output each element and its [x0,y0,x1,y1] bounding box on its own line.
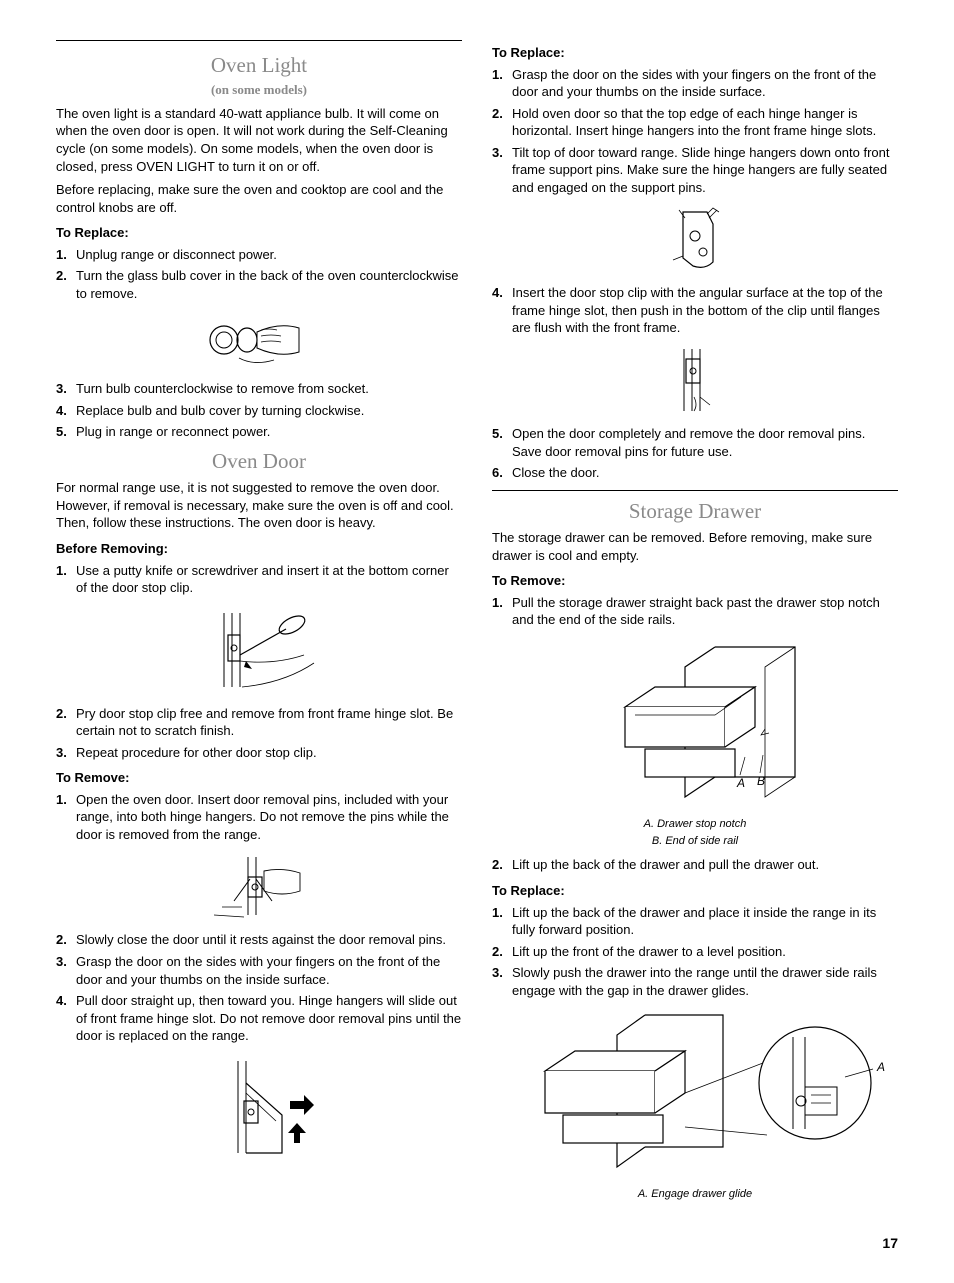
door-replace-list: 1.Grasp the door on the sides with your … [492,66,898,197]
oven-door-intro: For normal range use, it is not suggeste… [56,479,462,532]
list-item: Lift up the back of the drawer and place… [512,904,898,939]
list-item: Use a putty knife or screwdriver and ins… [76,562,462,597]
page-content: Oven Light (on some models) The oven lig… [56,40,898,1210]
storage-remove-list-cont: 2.Lift up the back of the drawer and pul… [492,856,898,874]
label-a2: A [876,1060,885,1074]
list-item: Open the oven door. Insert door removal … [76,791,462,844]
door-remove-list-cont: 2.Slowly close the door until it rests a… [56,931,462,1044]
page-number: 17 [56,1234,898,1253]
before-removing-list: 1.Use a putty knife or screwdriver and i… [56,562,462,597]
door-replace-list-end: 5.Open the door completely and remove th… [492,425,898,482]
oven-light-subtitle: (on some models) [56,81,462,99]
list-item: Grasp the door on the sides with your fi… [512,66,898,101]
oven-light-replace-list-cont: 3.Turn bulb counterclockwise to remove f… [56,380,462,441]
storage-replace-list: 1.Lift up the back of the drawer and pla… [492,904,898,1000]
hinge-hanger-figure [492,204,898,274]
rule [56,40,462,41]
list-item: Lift up the front of the drawer to a lev… [512,943,898,961]
list-item: Grasp the door on the sides with your fi… [76,953,462,988]
screwdriver-clip-icon [194,605,324,695]
list-item: Unplug range or disconnect power. [76,246,462,264]
door-clip-insert-figure [492,345,898,415]
before-removing-head: Before Removing: [56,540,462,558]
left-column: Oven Light (on some models) The oven lig… [56,40,462,1210]
list-item: Pry door stop clip free and remove from … [76,705,462,740]
door-lift-icon [204,1053,314,1163]
list-item: Plug in range or reconnect power. [76,423,462,441]
list-item: Pull the storage drawer straight back pa… [512,594,898,629]
hinge-hanger-icon [665,204,725,274]
oven-light-replace-list: 1.Unplug range or disconnect power. 2.Tu… [56,246,462,303]
rule [492,490,898,491]
before-removing-list-cont: 2.Pry door stop clip free and remove fro… [56,705,462,762]
fig2-caption: A. Engage drawer glide [492,1187,898,1202]
to-replace-head-2: To Replace: [492,882,898,900]
door-remove-list: 1.Open the oven door. Insert door remova… [56,791,462,844]
to-remove-head: To Remove: [56,769,462,787]
storage-intro: The storage drawer can be removed. Befor… [492,529,898,564]
clip-insert-icon [670,345,720,415]
door-pin-figure [56,851,462,921]
drawer-glide-icon: A [505,1007,885,1177]
list-item: Slowly close the door until it rests aga… [76,931,462,949]
list-item: Turn the glass bulb cover in the back of… [76,267,462,302]
list-item: Repeat procedure for other door stop cli… [76,744,462,762]
list-item: Close the door. [512,464,898,482]
label-a: A [736,776,745,790]
list-item: Replace bulb and bulb cover by turning c… [76,402,462,420]
right-column: To Replace: 1.Grasp the door on the side… [492,40,898,1210]
oven-light-intro-1: The oven light is a standard 40-watt app… [56,105,462,175]
hinge-pin-icon [204,851,314,921]
list-item: Tilt top of door toward range. Slide hin… [512,144,898,197]
oven-light-intro-2: Before replacing, make sure the oven and… [56,181,462,216]
fig1-caption-a: A. Drawer stop notch [492,817,898,832]
to-replace-head: To Replace: [56,224,462,242]
drawer-remove-icon: A B [565,637,825,807]
storage-drawer-title: Storage Drawer [492,497,898,525]
oven-light-figure [56,310,462,370]
bulb-hand-icon [199,310,319,370]
storage-drawer-figure-1: A B [492,637,898,807]
door-lift-figure [56,1053,462,1163]
list-item: Insert the door stop clip with the angul… [512,284,898,337]
list-item: Turn bulb counterclockwise to remove fro… [76,380,462,398]
oven-door-title: Oven Door [56,447,462,475]
door-clip-figure [56,605,462,695]
to-replace-head: To Replace: [492,44,898,62]
oven-light-title: Oven Light [56,51,462,79]
list-item: Pull door straight up, then toward you. … [76,992,462,1045]
fig1-caption-b: B. End of side rail [492,834,898,849]
list-item: Open the door completely and remove the … [512,425,898,460]
storage-drawer-figure-2: A [492,1007,898,1177]
label-b: B [757,774,765,788]
to-remove-head: To Remove: [492,572,898,590]
door-replace-list-cont: 4.Insert the door stop clip with the ang… [492,284,898,337]
list-item: Lift up the back of the drawer and pull … [512,856,898,874]
storage-remove-list: 1.Pull the storage drawer straight back … [492,594,898,629]
list-item: Hold oven door so that the top edge of e… [512,105,898,140]
list-item: Slowly push the drawer into the range un… [512,964,898,999]
